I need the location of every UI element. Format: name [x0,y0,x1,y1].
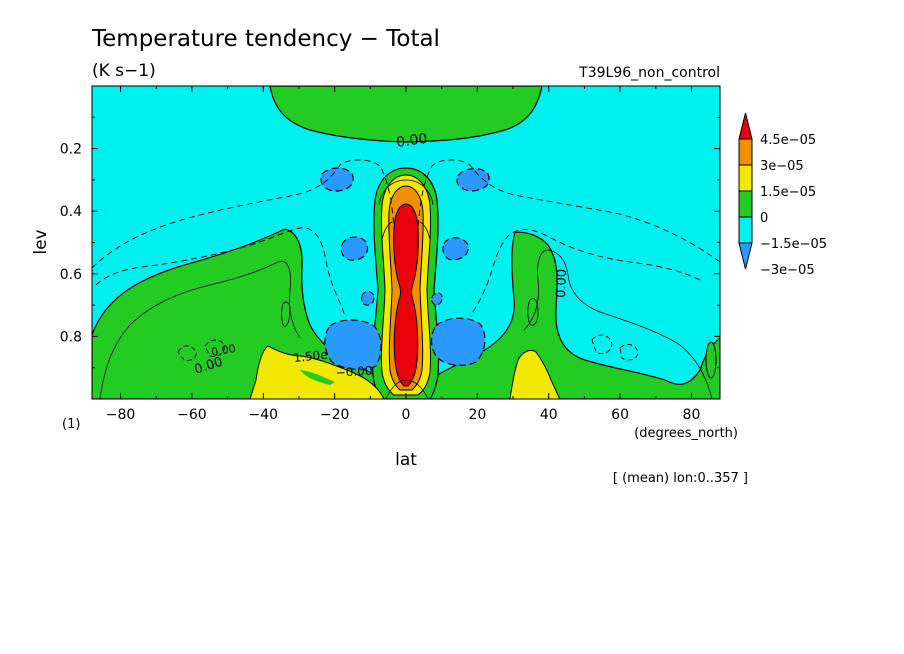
y-tick-label: 0.8 [60,329,82,345]
x-tick-label: 20 [468,407,486,423]
footnote: [ (mean) lon:0..357 ] [613,471,748,486]
negative-contour-inner-sh [95,227,346,317]
x-axis-label: lat [395,450,417,470]
small-negative-contours-nh [591,334,639,361]
colorbar-top-arrow [738,112,753,140]
nh-cooling-mid-region [442,237,469,261]
sh-cooling-upper-region [320,167,354,192]
contour-label-sh-small: 0.00 [210,342,236,359]
sh-boundary-layer-green-bit [300,370,335,385]
colorbar-label: 0 [760,211,768,226]
positive-contour-sh [99,260,301,399]
contour-plot [92,86,720,399]
x-tick-label: 60 [611,407,629,423]
colorbar-segment [738,216,753,244]
small-negative-contours-sh [177,339,225,361]
colorbar-label: −1.5e−05 [760,237,827,252]
colorbar-label: 1.5e−05 [760,185,816,200]
y-tick-label: 0.6 [60,267,82,283]
chart-subtitle: (K s−1) [92,61,156,81]
x-tick-label: −20 [320,407,350,423]
colorbar-label: 4.5e−05 [760,133,816,148]
positive-contour-sh-spot [281,301,291,327]
nh-boundary-layer-region [509,349,561,399]
x-tick-label: −80 [106,407,136,423]
colorbar-bottom-arrow [738,242,753,270]
colorbar-segment [738,190,753,218]
y-tick-label: 0.2 [60,142,82,158]
experiment-label: T39L96_non_control [578,65,720,81]
x-tick-label: −60 [177,407,207,423]
colorbar: 4.5e−05 3e−05 1.5e−05 0 −1.5e−05 −3e−05 [738,112,827,278]
nh-cooling-upper-region [456,168,490,192]
colorbar-segment [738,164,753,192]
y-axis-label: lev [31,229,51,254]
negative-contour-outer [92,159,720,269]
positive-contour-nh [523,249,713,399]
x-axis-unit: (degrees_north) [634,426,738,441]
y-axis: 0.2 0.4 0.6 0.8 [60,116,720,400]
colorbar-segment [738,138,753,166]
x-tick-label: −40 [248,407,278,423]
colorbar-label: 3e−05 [760,159,804,174]
nh-cooling-lower-region [430,317,486,366]
upper-warm-region [269,86,543,143]
x-tick-label: 80 [683,407,701,423]
contour-label-boundary: 1.50e [293,347,328,364]
positive-contour-nh-spot [527,298,539,326]
chart-title: Temperature tendency − Total [91,26,440,52]
equatorial-red-column [393,203,419,387]
equatorial-inner-contours [378,179,434,241]
contour-label-nh: 0.00 [554,269,570,298]
negative-contour-inner-nh [469,229,701,317]
x-axis: −80 −60 −40 −20 0 20 40 60 80 [106,86,701,423]
far-north-warm-spot [705,341,717,379]
x-tick-label: 0 [402,407,411,423]
colorbar-label: −3e−05 [760,263,815,278]
nh-cooling-small-region [431,292,443,306]
sh-cooling-mid-region [340,236,369,261]
y-tick-label: 0.4 [60,204,82,220]
sh-cooling-lower-region [324,319,382,371]
x-tick-label: 40 [540,407,558,423]
sh-cooling-small-region [361,291,375,306]
y-axis-unit: (1) [62,417,80,432]
sh-boundary-layer-region [249,345,385,399]
contour-label-top: 0.00 [395,131,428,151]
contour-label-boundary-2: −0.00 [335,363,373,380]
boundary-layer-contour [385,379,429,399]
